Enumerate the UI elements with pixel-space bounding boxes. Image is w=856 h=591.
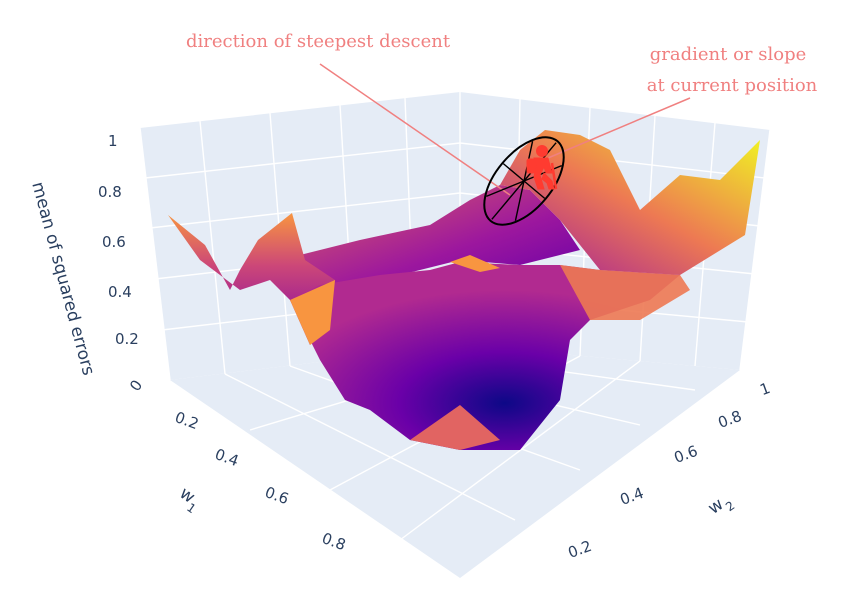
z-tick-0.8: 0.8 [98,183,122,201]
y-tick-1: 1 [757,379,772,399]
y-axis: 0.2 0.4 0.6 0.8 1 w 2 [566,379,773,562]
x-tick-0.8: 0.8 [320,529,349,554]
surface-left-peaks [168,213,335,345]
z-tick-0.4: 0.4 [108,283,132,301]
z-tick-1: 1 [108,132,118,150]
surface-front-spike [410,405,500,450]
annotation-gradient-label-2: at current position [647,75,818,96]
surface [168,130,760,450]
annotation-steepest-descent-leader [319,63,511,196]
x-axis-title: w 1 [176,483,199,516]
z-axis-title: mean of squared errors [27,180,98,378]
y-axis-title-main: w [705,494,728,518]
direction-compass [483,136,565,226]
compass-ellipse [483,136,565,226]
surface-bowl [290,262,680,450]
y-tick-0.4: 0.4 [618,484,647,509]
z-tick-0.6: 0.6 [102,233,126,251]
compass-arrows [486,141,562,221]
floor-pane [170,345,740,578]
y-tick-0.2: 0.2 [566,537,595,562]
y-axis-title: w 2 [705,494,738,518]
annotation-steepest-descent: direction of steepest descent [186,31,511,196]
y-tick-0.6: 0.6 [672,442,701,467]
x-tick-0.4: 0.4 [213,445,242,470]
annotation-steepest-descent-label: direction of steepest descent [186,31,451,52]
x-tick-0.2: 0.2 [173,408,202,433]
annotation-gradient: gradient or slope at current position [547,44,818,159]
annotation-gradient-leader [547,97,691,159]
annotation-gradient-label-1: gradient or slope [650,44,807,65]
hiker-icon [526,145,558,190]
y-tick-0.8: 0.8 [716,407,745,432]
surface-back-ridge [300,185,580,285]
x-tick-0.6: 0.6 [263,483,292,508]
z-tick-0.2: 0.2 [115,330,139,348]
surface-left-face [290,280,335,345]
surface-ridge-highlight [450,255,500,272]
z-axis: 1 0.8 0.6 0.4 0.2 0 mean of squared erro… [27,132,146,395]
surface-right-wall [560,265,690,320]
z-tick-0: 0 [126,377,146,395]
surface-right-slopes [500,130,760,275]
